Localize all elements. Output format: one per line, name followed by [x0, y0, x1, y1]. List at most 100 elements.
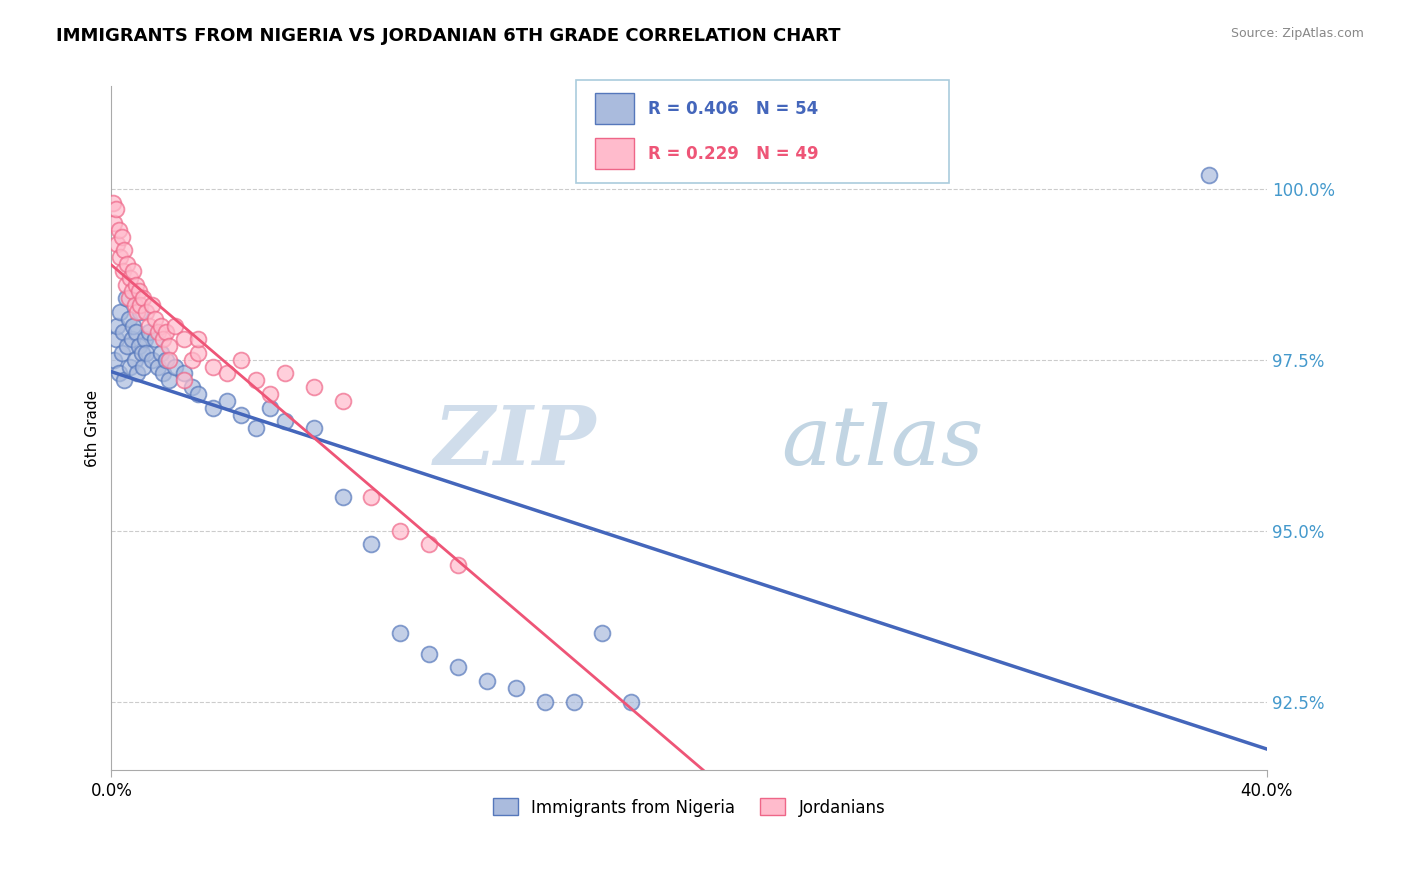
Point [231, 408, 253, 422]
Point [149, 346, 172, 360]
Point [389, 626, 412, 640]
Point [157, 339, 180, 353]
Point [259, 387, 281, 401]
Point [138, 318, 160, 333]
Point [122, 318, 145, 333]
Point [562, 695, 585, 709]
Point [332, 490, 354, 504]
Point [141, 298, 163, 312]
Point [108, 250, 131, 264]
Point [173, 367, 195, 381]
Point [129, 298, 152, 312]
Point [215, 367, 238, 381]
Point [112, 244, 135, 258]
Point [620, 695, 643, 709]
Y-axis label: 6th Grade: 6th Grade [86, 390, 100, 467]
Point [132, 291, 155, 305]
Point [120, 359, 142, 374]
Point [135, 346, 157, 360]
Point [115, 291, 138, 305]
Point [447, 660, 470, 674]
Point [117, 257, 139, 271]
Point [187, 387, 209, 401]
Point [108, 305, 131, 319]
Point [110, 229, 132, 244]
Point [141, 352, 163, 367]
Point [173, 332, 195, 346]
Point [143, 332, 166, 346]
Point [112, 373, 135, 387]
Point [1198, 168, 1220, 182]
Point [592, 626, 614, 640]
Point [274, 367, 297, 381]
Point [155, 326, 177, 340]
Point [134, 332, 156, 346]
Point [418, 647, 440, 661]
Point [259, 401, 281, 415]
Point [302, 421, 325, 435]
Point [104, 332, 127, 346]
Point [389, 524, 412, 538]
Text: Source: ZipAtlas.com: Source: ZipAtlas.com [1230, 27, 1364, 40]
Point [274, 414, 297, 428]
Point [201, 359, 224, 374]
Point [111, 326, 134, 340]
Point [124, 298, 146, 312]
Point [107, 223, 129, 237]
Text: atlas: atlas [782, 402, 984, 482]
Point [181, 352, 204, 367]
Point [245, 421, 267, 435]
Point [533, 695, 555, 709]
Text: R = 0.406   N = 54: R = 0.406 N = 54 [648, 100, 818, 118]
Point [131, 346, 153, 360]
Legend: Immigrants from Nigeria, Jordanians: Immigrants from Nigeria, Jordanians [486, 792, 891, 823]
Point [122, 264, 145, 278]
Point [118, 311, 141, 326]
Point [152, 367, 174, 381]
Point [302, 380, 325, 394]
Point [146, 326, 169, 340]
Point [111, 264, 134, 278]
Point [181, 380, 204, 394]
Point [245, 373, 267, 387]
Point [115, 277, 138, 292]
Point [163, 359, 186, 374]
Point [135, 305, 157, 319]
Point [505, 681, 527, 695]
Point [231, 352, 253, 367]
Point [127, 367, 149, 381]
Point [101, 195, 124, 210]
Point [129, 305, 152, 319]
Point [149, 318, 172, 333]
Point [332, 393, 354, 408]
Point [103, 216, 125, 230]
Point [110, 346, 132, 360]
Point [146, 359, 169, 374]
Point [360, 537, 382, 551]
Text: ZIP: ZIP [434, 402, 596, 482]
Point [107, 367, 129, 381]
Point [152, 332, 174, 346]
Point [155, 352, 177, 367]
Point [132, 359, 155, 374]
Point [187, 332, 209, 346]
Point [127, 305, 149, 319]
Point [105, 318, 128, 333]
Point [475, 674, 498, 689]
Point [128, 285, 150, 299]
Point [138, 326, 160, 340]
Point [125, 277, 148, 292]
Point [117, 339, 139, 353]
Point [447, 558, 470, 572]
Point [418, 537, 440, 551]
Point [215, 393, 238, 408]
Point [125, 326, 148, 340]
Text: IMMIGRANTS FROM NIGERIA VS JORDANIAN 6TH GRADE CORRELATION CHART: IMMIGRANTS FROM NIGERIA VS JORDANIAN 6TH… [56, 27, 841, 45]
Point [128, 339, 150, 353]
Point [187, 346, 209, 360]
Point [360, 490, 382, 504]
Point [124, 352, 146, 367]
Text: R = 0.229   N = 49: R = 0.229 N = 49 [648, 145, 818, 163]
Point [143, 311, 166, 326]
Point [201, 401, 224, 415]
